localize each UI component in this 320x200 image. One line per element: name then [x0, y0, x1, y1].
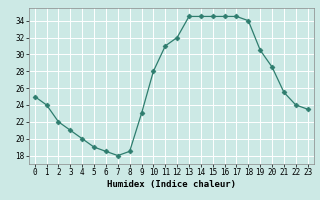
X-axis label: Humidex (Indice chaleur): Humidex (Indice chaleur) [107, 180, 236, 189]
